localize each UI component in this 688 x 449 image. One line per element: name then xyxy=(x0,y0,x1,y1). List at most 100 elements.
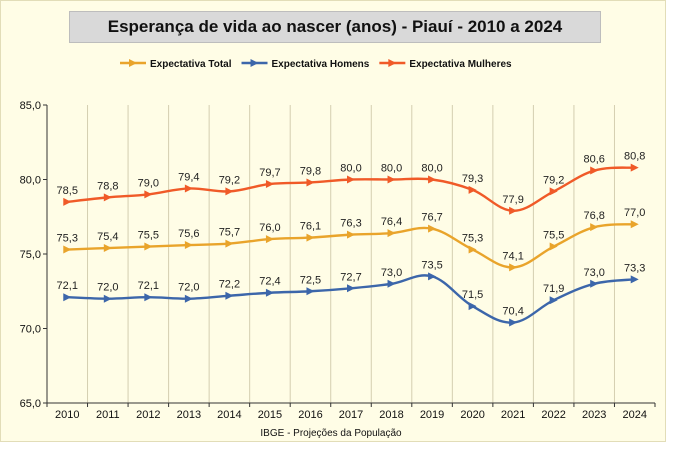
data-label-expectativa-total: 75,3 xyxy=(462,233,483,245)
data-label-expectativa-homens: 72,7 xyxy=(340,271,361,283)
data-point-expectativa-mulheres xyxy=(103,193,112,202)
data-point-expectativa-total xyxy=(590,223,599,232)
y-tick-label: 75,0 xyxy=(20,249,41,261)
x-tick-label: 2013 xyxy=(177,409,201,421)
data-label-expectativa-total: 76,3 xyxy=(340,218,361,230)
data-point-expectativa-total xyxy=(509,263,518,272)
data-point-expectativa-mulheres xyxy=(428,175,437,184)
data-label-expectativa-total: 75,7 xyxy=(219,227,240,239)
data-label-expectativa-mulheres: 79,2 xyxy=(543,174,564,186)
y-tick-label: 65,0 xyxy=(20,398,41,410)
data-label-expectativa-mulheres: 80,8 xyxy=(624,151,645,163)
data-label-expectativa-mulheres: 79,7 xyxy=(259,167,280,179)
data-point-expectativa-total xyxy=(306,233,315,242)
data-label-expectativa-mulheres: 78,8 xyxy=(97,180,118,192)
legend-marker-expectativa-mulheres xyxy=(388,59,397,67)
legend-label-expectativa-mulheres: Expectativa Mulheres xyxy=(409,59,512,70)
y-tick-label: 70,0 xyxy=(20,324,41,336)
data-label-expectativa-homens: 72,5 xyxy=(300,274,321,286)
data-label-expectativa-total: 77,0 xyxy=(624,207,645,219)
source-note: IBGE - Projeções da População xyxy=(260,428,402,439)
chart-title-box: Esperança de vida ao nascer (anos) - Pia… xyxy=(69,11,601,43)
data-point-expectativa-mulheres xyxy=(347,175,355,184)
x-tick-label: 2023 xyxy=(582,409,606,421)
data-point-expectativa-mulheres xyxy=(63,197,72,206)
data-point-expectativa-mulheres xyxy=(590,166,599,175)
data-label-expectativa-mulheres: 80,6 xyxy=(583,154,604,166)
data-point-expectativa-total xyxy=(347,230,355,239)
data-point-expectativa-total xyxy=(468,245,477,254)
data-label-expectativa-homens: 73,0 xyxy=(381,267,402,279)
data-label-expectativa-total: 75,5 xyxy=(543,230,564,242)
x-tick-label: 2019 xyxy=(420,409,444,421)
data-label-expectativa-mulheres: 80,0 xyxy=(381,163,402,175)
data-label-expectativa-homens: 72,0 xyxy=(178,282,199,294)
data-label-expectativa-mulheres: 79,4 xyxy=(178,171,199,183)
x-tick-label: 2017 xyxy=(339,409,363,421)
data-point-expectativa-mulheres xyxy=(468,185,477,194)
data-label-expectativa-total: 75,6 xyxy=(178,228,199,240)
x-tick-label: 2021 xyxy=(501,409,525,421)
data-label-expectativa-total: 75,3 xyxy=(57,233,78,245)
data-point-expectativa-total xyxy=(144,242,153,251)
x-tick-label: 2020 xyxy=(460,409,484,421)
data-point-expectativa-homens xyxy=(509,318,518,327)
x-tick-label: 2014 xyxy=(217,409,241,421)
x-tick-label: 2024 xyxy=(622,409,646,421)
data-label-expectativa-total: 74,1 xyxy=(502,250,523,262)
data-label-expectativa-mulheres: 78,5 xyxy=(57,185,78,197)
data-point-expectativa-mulheres xyxy=(144,190,153,199)
data-label-expectativa-total: 76,8 xyxy=(583,210,604,222)
data-label-expectativa-homens: 72,4 xyxy=(259,276,280,288)
data-point-expectativa-homens xyxy=(428,272,437,281)
data-point-expectativa-mulheres xyxy=(509,206,518,215)
data-label-expectativa-homens: 73,5 xyxy=(421,259,442,271)
data-point-expectativa-total xyxy=(265,235,274,244)
data-label-expectativa-total: 76,4 xyxy=(381,216,402,228)
data-point-expectativa-homens xyxy=(590,279,599,288)
x-tick-label: 2018 xyxy=(379,409,403,421)
x-tick-label: 2010 xyxy=(55,409,79,421)
data-label-expectativa-homens: 72,2 xyxy=(219,279,240,291)
data-label-expectativa-homens: 72,0 xyxy=(97,282,118,294)
data-point-expectativa-total xyxy=(549,242,558,251)
data-point-expectativa-homens xyxy=(630,275,639,284)
x-tick-label: 2012 xyxy=(136,409,160,421)
data-label-expectativa-mulheres: 79,8 xyxy=(300,165,321,177)
data-label-expectativa-homens: 72,1 xyxy=(57,280,78,292)
data-point-expectativa-homens xyxy=(549,296,558,305)
legend-marker-expectativa-total xyxy=(129,59,137,67)
legend-label-expectativa-homens: Expectativa Homens xyxy=(272,59,370,70)
plot-area xyxy=(47,105,655,403)
x-tick-label: 2015 xyxy=(258,409,282,421)
data-point-expectativa-homens xyxy=(103,294,112,303)
data-label-expectativa-homens: 72,1 xyxy=(138,280,159,292)
data-point-expectativa-mulheres xyxy=(265,179,274,188)
data-label-expectativa-homens: 71,5 xyxy=(462,289,483,301)
data-label-expectativa-homens: 70,4 xyxy=(502,306,523,318)
data-label-expectativa-mulheres: 79,3 xyxy=(462,173,483,185)
data-point-expectativa-homens xyxy=(387,279,396,288)
data-point-expectativa-total xyxy=(630,220,639,229)
data-label-expectativa-homens: 73,0 xyxy=(583,267,604,279)
data-point-expectativa-mulheres xyxy=(387,175,396,184)
x-tick-label: 2016 xyxy=(298,409,322,421)
data-label-expectativa-mulheres: 79,0 xyxy=(138,177,159,189)
data-label-expectativa-total: 75,4 xyxy=(97,231,118,243)
y-tick-label: 80,0 xyxy=(20,175,41,187)
data-point-expectativa-homens xyxy=(144,293,153,302)
data-point-expectativa-homens xyxy=(347,284,355,293)
x-tick-label: 2022 xyxy=(541,409,565,421)
x-tick-label: 2011 xyxy=(96,409,120,421)
data-label-expectativa-total: 76,1 xyxy=(300,221,321,233)
data-point-expectativa-homens xyxy=(225,291,234,300)
data-point-expectativa-total xyxy=(184,241,193,250)
data-label-expectativa-total: 75,5 xyxy=(138,230,159,242)
data-point-expectativa-mulheres xyxy=(549,187,558,196)
legend-marker-expectativa-homens xyxy=(250,59,259,67)
data-point-expectativa-total xyxy=(387,229,396,238)
data-point-expectativa-homens xyxy=(63,293,72,302)
data-point-expectativa-mulheres xyxy=(630,163,639,172)
data-label-expectativa-total: 76,0 xyxy=(259,222,280,234)
